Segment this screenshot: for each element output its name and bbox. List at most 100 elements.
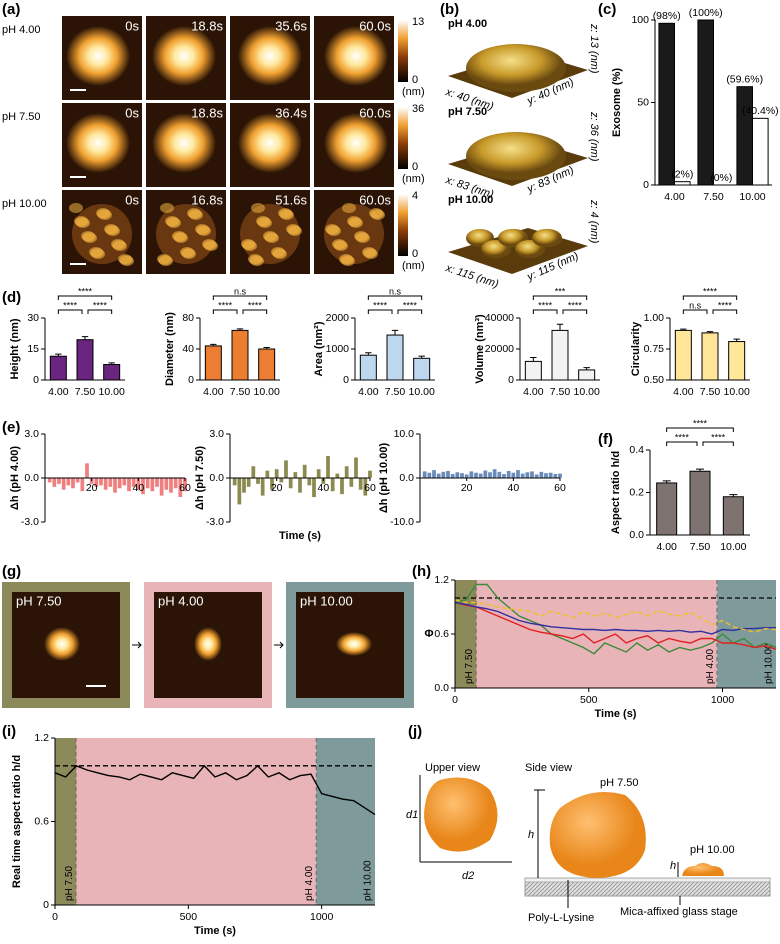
texture bbox=[241, 239, 255, 249]
x-tick-label: 4.00 bbox=[203, 386, 224, 398]
bar bbox=[265, 470, 270, 478]
render-surface bbox=[532, 229, 560, 247]
significance-bracket bbox=[532, 295, 588, 300]
bar bbox=[359, 354, 377, 381]
particle bbox=[66, 26, 130, 86]
error-bar bbox=[263, 346, 270, 349]
bar bbox=[460, 473, 464, 478]
bar bbox=[697, 19, 715, 186]
value-label: (98%) bbox=[653, 10, 681, 22]
colorbar-max: 13 bbox=[412, 16, 424, 28]
region-label: pH 4.00 bbox=[304, 866, 315, 901]
significance-bracket bbox=[532, 309, 558, 314]
y-axis-label: Δh (pH 10.00) bbox=[378, 443, 390, 514]
bar bbox=[413, 357, 431, 381]
bar bbox=[656, 482, 678, 536]
image-label: pH 10.00 bbox=[300, 593, 353, 608]
bar bbox=[497, 471, 502, 478]
render-surface bbox=[498, 229, 526, 247]
bar bbox=[340, 478, 344, 495]
bar bbox=[71, 478, 75, 489]
row-label: pH 10.00 bbox=[2, 198, 47, 210]
x-tick-label: 1000 bbox=[310, 911, 334, 923]
region-label: pH 7.50 bbox=[64, 866, 75, 901]
x-tick-label: 40 bbox=[317, 482, 329, 494]
significance-label: n.s bbox=[234, 286, 247, 296]
y-tick-label: 0.2 bbox=[629, 486, 644, 498]
texture bbox=[74, 216, 88, 226]
significance-label: **** bbox=[93, 300, 108, 310]
significance-bracket bbox=[212, 309, 238, 314]
bar bbox=[483, 470, 488, 478]
y-axis-label: Diameter (nm) bbox=[164, 312, 176, 386]
y-axis-label: Exosome (%) bbox=[611, 68, 623, 137]
arrow bbox=[132, 641, 142, 649]
y-tick-label: 20000 bbox=[485, 343, 514, 355]
colorbar-max: 36 bbox=[412, 103, 424, 115]
y-tick-label: 40 bbox=[182, 343, 194, 355]
time-label: 18.8s bbox=[191, 18, 223, 33]
texture bbox=[332, 239, 346, 249]
y-tick-label: 1000 bbox=[326, 343, 350, 355]
y-axis-label: Δh (pH 4.00) bbox=[9, 446, 21, 510]
error-bar bbox=[696, 468, 704, 472]
texture bbox=[263, 231, 277, 241]
d2-label: d2 bbox=[462, 870, 474, 882]
render-label: pH 10.00 bbox=[448, 194, 493, 206]
texture bbox=[278, 208, 292, 218]
bar bbox=[689, 470, 711, 536]
bar bbox=[736, 86, 754, 186]
bar bbox=[231, 329, 249, 381]
render-label: pH 4.00 bbox=[448, 18, 487, 30]
bar bbox=[183, 478, 187, 492]
x-tick-label: 7.50 bbox=[690, 541, 711, 553]
x-tick-label: 10.00 bbox=[574, 386, 600, 398]
x-tick-label: 10.00 bbox=[409, 386, 435, 398]
y-tick-label: 0.6 bbox=[434, 628, 449, 640]
y-axis-label: Volume (nm³) bbox=[474, 314, 486, 384]
significance-bracket bbox=[367, 309, 393, 314]
y-tick-label: -3.0 bbox=[21, 516, 39, 528]
mica-layer bbox=[524, 877, 771, 883]
significance-label: **** bbox=[248, 300, 263, 310]
render-surface bbox=[466, 132, 566, 180]
bar bbox=[349, 478, 354, 487]
x-tick-label: 7.50 bbox=[550, 386, 571, 398]
significance-label: **** bbox=[718, 300, 733, 310]
significance-bracket bbox=[712, 309, 738, 314]
particle bbox=[194, 627, 222, 661]
bar bbox=[539, 471, 544, 478]
particle bbox=[152, 26, 216, 86]
bar bbox=[728, 341, 746, 381]
large-exosome-label: pH 7.50 bbox=[600, 777, 639, 789]
error-bar bbox=[365, 352, 372, 356]
y-tick-label: -10.0 bbox=[390, 516, 414, 528]
particle bbox=[44, 627, 80, 661]
region bbox=[76, 738, 317, 905]
colorbar bbox=[398, 107, 408, 169]
texture bbox=[69, 203, 83, 213]
panel-label: (a) bbox=[2, 1, 20, 18]
bar bbox=[94, 478, 99, 487]
region bbox=[455, 580, 477, 688]
y-tick-label: 0 bbox=[643, 179, 649, 191]
colorbar bbox=[398, 194, 408, 256]
line-series bbox=[454, 601, 776, 635]
bar bbox=[534, 474, 539, 478]
bar bbox=[520, 473, 525, 478]
bar bbox=[658, 22, 676, 186]
bar bbox=[516, 470, 520, 478]
y-tick-label: 0 bbox=[508, 374, 514, 386]
x-tick-label: 0 bbox=[52, 911, 58, 923]
panel-j: Upper view d1 d2 Side view pH 7.50 h pH … bbox=[406, 762, 771, 924]
bar bbox=[279, 478, 284, 483]
texture bbox=[180, 247, 194, 257]
panel-label: (b) bbox=[440, 1, 459, 18]
bar bbox=[66, 478, 71, 486]
y-tick-label: 10.0 bbox=[394, 428, 415, 440]
bar bbox=[141, 478, 145, 495]
error-bar bbox=[583, 367, 590, 370]
bar bbox=[464, 474, 469, 478]
image-label: pH 4.00 bbox=[158, 593, 204, 608]
